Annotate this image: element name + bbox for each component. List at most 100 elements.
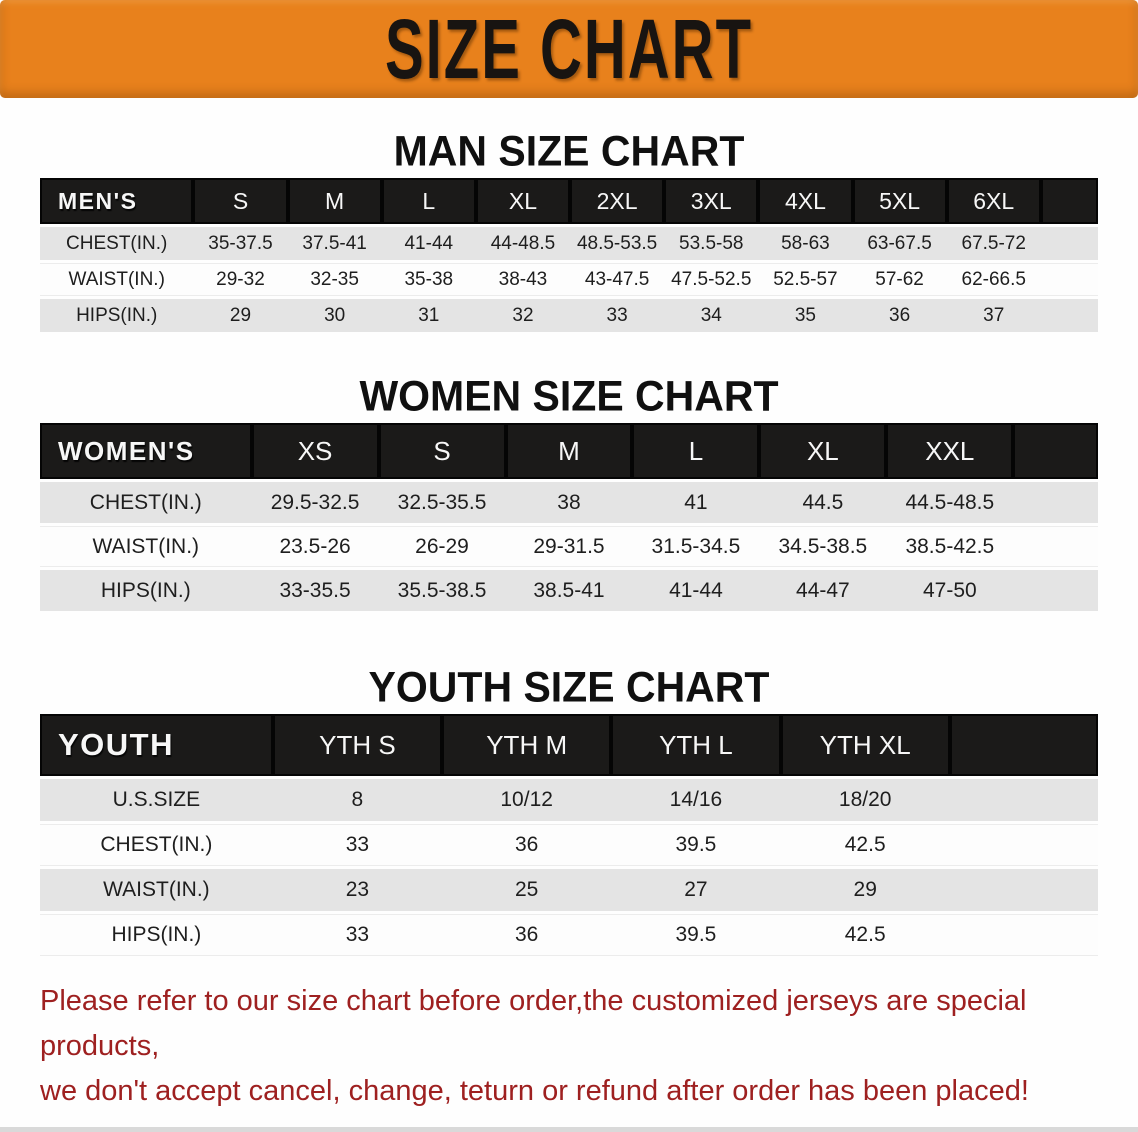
column-header: S — [378, 423, 506, 479]
size-cell: 32-35 — [287, 263, 382, 296]
size-cell: 35.5-38.5 — [378, 570, 506, 611]
column-header: XXL — [886, 423, 1014, 479]
size-cell: 47-50 — [886, 570, 1014, 611]
size-cell: 48.5-53.5 — [570, 227, 665, 260]
size-cell: 33-35.5 — [251, 570, 379, 611]
size-cell: 35-38 — [381, 263, 476, 296]
size-cell: 42.5 — [780, 914, 950, 956]
size-cell: 31 — [381, 299, 476, 332]
group-label: YOUTH — [40, 714, 273, 776]
size-cell: 36 — [442, 824, 612, 866]
size-cell: 30 — [287, 299, 382, 332]
size-cell: 34 — [664, 299, 759, 332]
size-cell: 14/16 — [611, 779, 781, 821]
column-header: XS — [251, 423, 379, 479]
table-row: CHEST(IN.) 29.5-32.5 32.5-35.5 38 41 44.… — [40, 482, 1098, 523]
spacer-cell — [1013, 423, 1098, 479]
banner-title: SIZE CHART — [385, 1, 753, 97]
size-cell: 41-44 — [632, 570, 760, 611]
column-header: M — [505, 423, 633, 479]
size-cell: 38.5-42.5 — [886, 526, 1014, 567]
mens-size-table: MEN'S S M L XL 2XL 3XL 4XL 5XL 6XL CHEST… — [40, 175, 1098, 335]
spacer-cell — [1040, 178, 1098, 224]
size-cell: 42.5 — [780, 824, 950, 866]
size-cell: 52.5-57 — [758, 263, 853, 296]
size-cell: 62-66.5 — [946, 263, 1041, 296]
row-label: WAIST(IN.) — [40, 526, 252, 567]
size-cell: 33 — [272, 914, 443, 956]
row-label: HIPS(IN.) — [40, 914, 273, 956]
spacer-cell — [949, 714, 1098, 776]
group-label: WOMEN'S — [40, 423, 252, 479]
size-cell: 35-37.5 — [193, 227, 288, 260]
size-cell: 38-43 — [475, 263, 571, 296]
disclaimer-line: we don't accept cancel, change, teturn o… — [40, 1075, 1029, 1107]
column-header: 3XL — [664, 178, 759, 224]
size-cell: 44-48.5 — [475, 227, 571, 260]
spacer-cell — [1040, 263, 1098, 296]
column-header: XL — [759, 423, 887, 479]
group-label: MEN'S — [40, 178, 194, 224]
table-row: HIPS(IN.) 33 36 39.5 42.5 — [40, 914, 1098, 956]
column-header: YTH S — [272, 714, 443, 776]
row-label: CHEST(IN.) — [40, 227, 194, 260]
table-row: U.S.SIZE 8 10/12 14/16 18/20 — [40, 779, 1098, 821]
size-cell: 10/12 — [442, 779, 612, 821]
column-header: 6XL — [946, 178, 1041, 224]
column-header: L — [381, 178, 476, 224]
column-header: 5XL — [852, 178, 947, 224]
size-cell: 67.5-72 — [946, 227, 1041, 260]
size-cell: 38.5-41 — [505, 570, 633, 611]
column-header: L — [632, 423, 760, 479]
size-cell: 29-32 — [193, 263, 288, 296]
womens-size-table: WOMEN'S XS S M L XL XXL CHEST(IN.) 29.5-… — [40, 420, 1098, 614]
spacer-cell — [1040, 299, 1098, 332]
size-cell: 27 — [611, 869, 781, 911]
size-cell: 32 — [475, 299, 571, 332]
size-cell: 23.5-26 — [251, 526, 379, 567]
spacer-cell — [949, 824, 1098, 866]
spacer-cell — [1013, 570, 1098, 611]
size-cell: 18/20 — [780, 779, 950, 821]
size-cell: 29.5-32.5 — [251, 482, 379, 523]
size-cell: 41-44 — [381, 227, 476, 260]
bottom-edge-strip — [0, 1127, 1138, 1132]
column-header: M — [287, 178, 382, 224]
size-cell: 29 — [193, 299, 288, 332]
spacer-cell — [949, 779, 1098, 821]
size-cell: 44.5-48.5 — [886, 482, 1014, 523]
spacer-cell — [1013, 526, 1098, 567]
size-cell: 29 — [780, 869, 950, 911]
size-cell: 33 — [570, 299, 665, 332]
size-cell: 35 — [758, 299, 853, 332]
disclaimer-line: Please refer to our size chart before or… — [40, 985, 1027, 1062]
spacer-cell — [1040, 227, 1098, 260]
spacer-cell — [949, 869, 1098, 911]
table-row: HIPS(IN.) 29 30 31 32 33 34 35 36 37 — [40, 299, 1098, 332]
column-header: 2XL — [570, 178, 665, 224]
row-label: WAIST(IN.) — [40, 869, 273, 911]
size-cell: 44.5 — [759, 482, 887, 523]
column-header: YTH XL — [780, 714, 950, 776]
row-label: CHEST(IN.) — [40, 482, 252, 523]
spacer-cell — [1013, 482, 1098, 523]
size-cell: 23 — [272, 869, 443, 911]
row-label: HIPS(IN.) — [40, 299, 194, 332]
man-size-chart-heading: MAN SIZE CHART — [393, 126, 745, 176]
size-cell: 57-62 — [852, 263, 947, 296]
row-label: WAIST(IN.) — [40, 263, 194, 296]
size-cell: 29-31.5 — [505, 526, 633, 567]
size-cell: 36 — [852, 299, 947, 332]
table-row: HIPS(IN.) 33-35.5 35.5-38.5 38.5-41 41-4… — [40, 570, 1098, 611]
table-header-row: MEN'S S M L XL 2XL 3XL 4XL 5XL 6XL — [40, 178, 1098, 224]
size-cell: 26-29 — [378, 526, 506, 567]
table-row: CHEST(IN.) 33 36 39.5 42.5 — [40, 824, 1098, 866]
size-cell: 36 — [442, 914, 612, 956]
size-cell: 43-47.5 — [570, 263, 665, 296]
row-label: HIPS(IN.) — [40, 570, 252, 611]
table-header-row: YOUTH YTH S YTH M YTH L YTH XL — [40, 714, 1098, 776]
size-cell: 39.5 — [611, 914, 781, 956]
table-row: WAIST(IN.) 23 25 27 29 — [40, 869, 1098, 911]
column-header: S — [193, 178, 288, 224]
women-size-chart-heading: WOMEN SIZE CHART — [359, 371, 779, 421]
